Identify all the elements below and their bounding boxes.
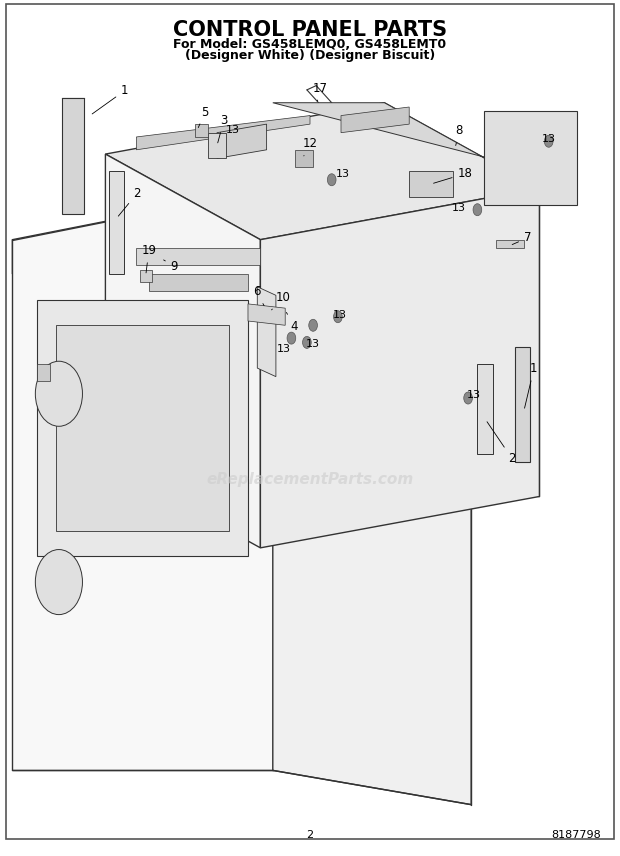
Polygon shape [257,287,276,377]
Polygon shape [12,188,273,770]
Polygon shape [248,304,285,325]
Circle shape [309,319,317,331]
Polygon shape [62,98,84,214]
Polygon shape [260,188,539,548]
Text: 13: 13 [306,339,320,349]
Circle shape [35,361,82,426]
Polygon shape [294,150,313,167]
Polygon shape [136,248,260,265]
Text: (Designer White) (Designer Biscuit): (Designer White) (Designer Biscuit) [185,49,435,62]
Polygon shape [515,347,530,462]
Polygon shape [341,107,409,133]
Polygon shape [273,223,471,805]
Text: 13: 13 [336,169,350,179]
Text: For Model: GS458LEMQ0, GS458LEMT0: For Model: GS458LEMQ0, GS458LEMT0 [174,38,446,51]
Polygon shape [149,274,248,291]
Text: 12: 12 [303,137,317,156]
Polygon shape [409,171,453,197]
Circle shape [473,204,482,216]
Polygon shape [273,103,539,188]
Text: 2: 2 [306,829,314,840]
Polygon shape [195,124,208,137]
Text: 6: 6 [253,285,264,306]
Circle shape [327,174,336,186]
Text: 2: 2 [487,422,516,466]
Text: 13: 13 [452,203,466,213]
Text: 13: 13 [277,344,291,354]
Text: 7: 7 [512,231,531,245]
Polygon shape [477,364,493,454]
Text: 17: 17 [313,81,328,101]
Text: 8: 8 [456,124,463,146]
Text: 3: 3 [218,114,228,143]
Text: 13: 13 [333,310,347,320]
Circle shape [334,311,342,323]
Text: 4: 4 [286,312,298,333]
Circle shape [544,135,553,147]
Text: CONTROL PANEL PARTS: CONTROL PANEL PARTS [173,20,447,40]
Text: 10: 10 [272,291,291,310]
Text: 9: 9 [164,259,178,273]
Text: 19: 19 [141,244,156,273]
Text: 13: 13 [542,134,556,144]
Circle shape [35,550,82,615]
Text: 13: 13 [467,390,481,401]
Text: 1: 1 [525,362,538,408]
Polygon shape [496,240,524,248]
Polygon shape [136,116,310,150]
Polygon shape [140,270,152,282]
Polygon shape [56,325,229,531]
Circle shape [287,332,296,344]
Text: eReplacementParts.com: eReplacementParts.com [206,472,414,487]
Text: 5: 5 [198,105,209,128]
Polygon shape [105,154,260,548]
Text: 1: 1 [92,84,128,114]
Polygon shape [208,133,226,158]
Circle shape [303,336,311,348]
Polygon shape [12,188,273,274]
Text: 18: 18 [433,167,472,183]
Circle shape [464,392,472,404]
Polygon shape [484,111,577,205]
Polygon shape [37,300,248,556]
Text: 8187798: 8187798 [552,829,601,840]
Polygon shape [217,124,267,158]
Polygon shape [105,103,539,240]
Text: 2: 2 [118,187,141,216]
Polygon shape [108,171,124,274]
Polygon shape [37,364,50,381]
Text: 13: 13 [226,125,239,135]
